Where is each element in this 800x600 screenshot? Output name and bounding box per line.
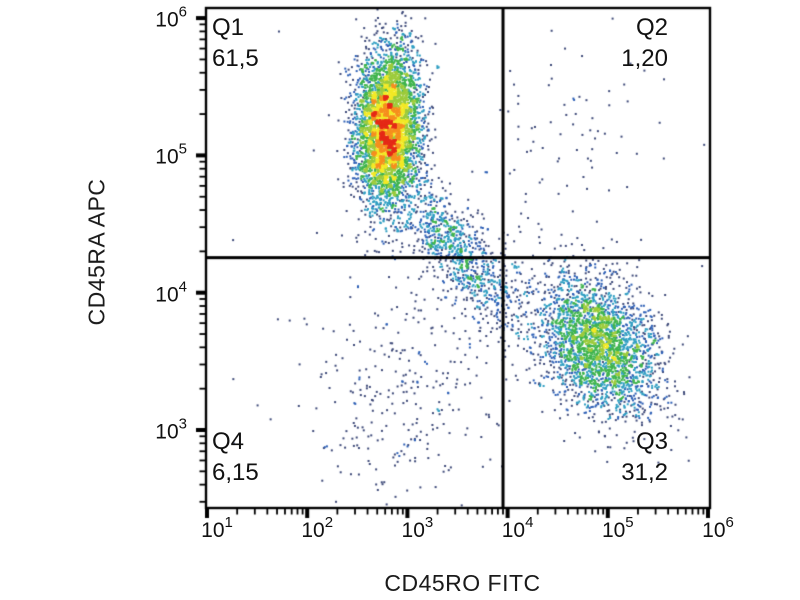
x-tick-label-10e5: 105 xyxy=(601,514,634,542)
x-tick-label-10e2: 102 xyxy=(301,514,334,542)
quadrant-q3-name: Q3 xyxy=(635,428,668,455)
quadrant-label-q3: Q3 31,2 xyxy=(621,426,668,488)
y-tick-label-10e6: 106 xyxy=(155,3,187,32)
quadrant-label-q1: Q1 61,5 xyxy=(212,12,259,74)
quadrant-q2-name: Q2 xyxy=(635,14,668,41)
quadrant-q4-name: Q4 xyxy=(212,428,245,455)
quadrant-label-q2: Q2 1,20 xyxy=(621,12,668,74)
x-axis-label: CD45RO FITC xyxy=(384,570,541,596)
quadrant-q1-percent: 61,5 xyxy=(212,45,259,72)
quadrant-label-q4: Q4 6,15 xyxy=(212,426,259,488)
quadrant-q4-percent: 6,15 xyxy=(212,459,259,486)
quadrant-q2-percent: 1,20 xyxy=(621,45,668,72)
quadrant-q3-percent: 31,2 xyxy=(621,459,668,486)
y-tick-label-10e4: 104 xyxy=(155,278,187,307)
x-tick-label-10e1: 101 xyxy=(201,514,233,542)
quadrant-q1-name: Q1 xyxy=(212,14,245,41)
x-tick-label-10e6: 106 xyxy=(702,514,734,542)
y-axis-label: CD45RA APC xyxy=(83,178,110,326)
x-tick-label-10e3: 103 xyxy=(401,514,434,542)
y-tick-label-10e5: 105 xyxy=(155,140,187,169)
x-tick-label-10e4: 104 xyxy=(501,514,534,542)
y-tick-label-10e3: 103 xyxy=(155,415,187,444)
